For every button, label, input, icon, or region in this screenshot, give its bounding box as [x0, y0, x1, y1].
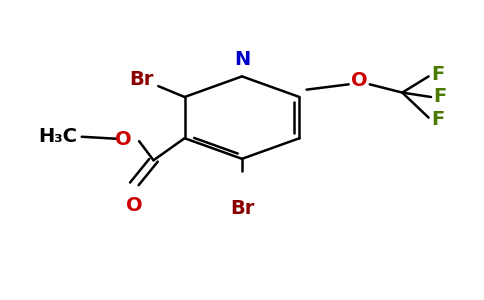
Text: O: O	[126, 196, 143, 214]
Text: F: F	[431, 65, 444, 84]
Text: Br: Br	[129, 70, 154, 89]
Text: O: O	[115, 130, 132, 149]
Text: H₃C: H₃C	[38, 127, 77, 146]
Text: Br: Br	[230, 199, 254, 218]
Text: O: O	[351, 71, 367, 90]
Text: N: N	[234, 50, 250, 69]
Text: F: F	[433, 88, 447, 106]
Text: F: F	[431, 110, 444, 129]
